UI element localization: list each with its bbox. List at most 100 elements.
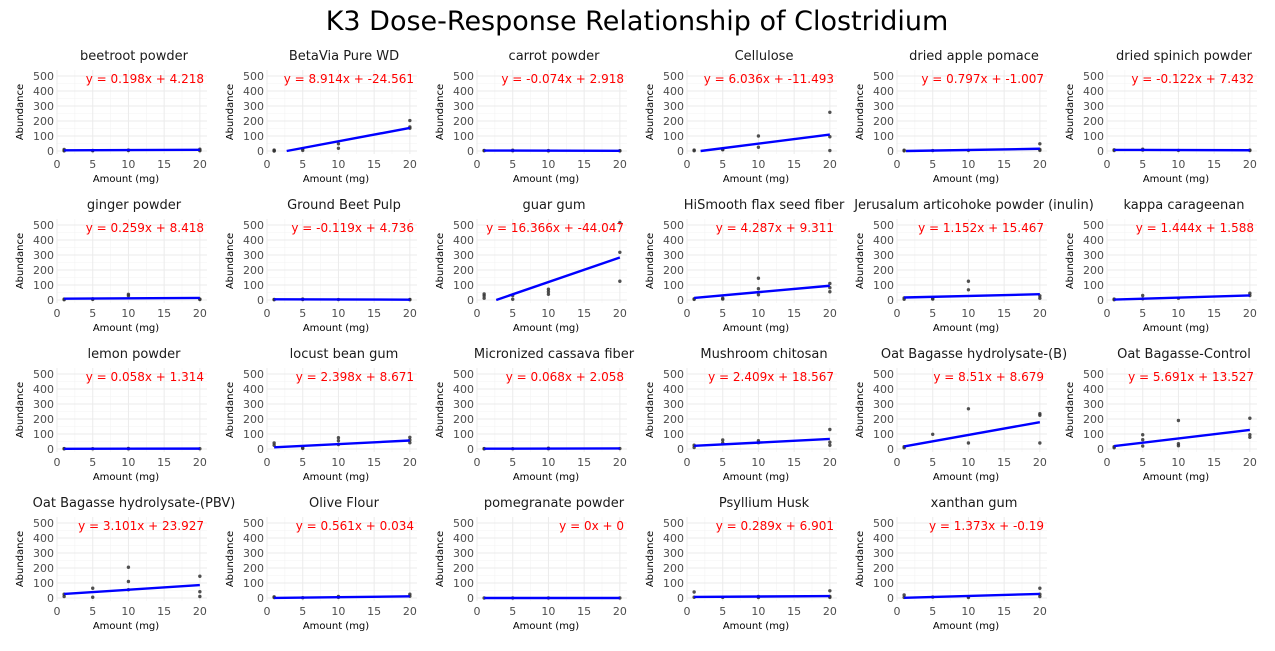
y-tick-label: 0 <box>257 294 264 307</box>
y-tick-label: 500 <box>663 517 684 530</box>
y-tick-label: 500 <box>453 70 474 83</box>
x-tick-label: 20 <box>1243 456 1257 469</box>
panel-title: pomegranate powder <box>484 496 625 511</box>
equation-label: y = 8.51x + 8.679 <box>933 370 1044 384</box>
y-tick-label: 0 <box>467 294 474 307</box>
y-tick-label: 200 <box>33 413 54 426</box>
y-tick-label: 400 <box>453 234 474 247</box>
y-tick-label: 500 <box>33 517 54 530</box>
y-tick-label: 100 <box>453 577 474 590</box>
y-tick-label: 500 <box>453 219 474 232</box>
x-tick-label: 15 <box>577 456 591 469</box>
data-point <box>828 149 831 152</box>
y-tick-label: 300 <box>33 398 54 411</box>
y-tick-label: 0 <box>257 443 264 456</box>
panel-title: Oat Bagasse-Control <box>1117 347 1251 362</box>
y-tick-label: 500 <box>873 368 894 381</box>
y-tick-label: 100 <box>243 428 264 441</box>
y-tick-label: 100 <box>663 577 684 590</box>
x-tick-label: 15 <box>997 605 1011 618</box>
data-point <box>482 292 485 295</box>
data-point <box>692 590 695 593</box>
y-tick-label: 300 <box>243 547 264 560</box>
x-tick-label: 10 <box>541 605 555 618</box>
x-tick-label: 10 <box>961 158 975 171</box>
y-tick-label: 200 <box>243 264 264 277</box>
y-axis-label: Abundance <box>435 84 446 140</box>
y-tick-label: 200 <box>453 413 474 426</box>
y-tick-label: 400 <box>663 85 684 98</box>
x-tick-label: 0 <box>54 307 61 320</box>
data-point <box>127 566 130 569</box>
y-tick-label: 400 <box>1083 234 1104 247</box>
x-tick-label: 20 <box>1243 307 1257 320</box>
y-tick-label: 500 <box>243 517 264 530</box>
y-tick-label: 500 <box>33 70 54 83</box>
panel-title: dried spinich powder <box>1116 49 1253 64</box>
panel-title: Jerusalum articohoke powder (inulin) <box>853 198 1094 213</box>
y-axis-label: Abundance <box>15 382 26 438</box>
data-point <box>547 293 550 296</box>
data-point <box>1141 294 1144 297</box>
y-tick-label: 100 <box>873 279 894 292</box>
x-tick-label: 0 <box>474 307 481 320</box>
x-tick-label: 0 <box>54 605 61 618</box>
y-tick-label: 100 <box>453 130 474 143</box>
y-tick-label: 100 <box>33 428 54 441</box>
y-tick-label: 200 <box>453 562 474 575</box>
data-point <box>828 290 831 293</box>
y-tick-label: 500 <box>1083 219 1104 232</box>
x-tick-label: 20 <box>403 456 417 469</box>
data-point <box>828 589 831 592</box>
x-tick-label: 10 <box>331 158 345 171</box>
data-point <box>301 447 304 450</box>
y-tick-label: 0 <box>257 145 264 158</box>
data-point <box>91 587 94 590</box>
panel-title: HiSmooth flax seed fiber <box>684 198 845 213</box>
data-point <box>757 287 760 290</box>
panel-title: Mushroom chitosan <box>700 347 827 362</box>
x-tick-label: 5 <box>89 605 96 618</box>
x-tick-label: 5 <box>719 307 726 320</box>
x-tick-label: 10 <box>751 307 765 320</box>
y-tick-label: 300 <box>1083 100 1104 113</box>
x-tick-label: 0 <box>1104 456 1111 469</box>
x-tick-label: 0 <box>684 456 691 469</box>
data-point <box>931 433 934 436</box>
y-tick-label: 100 <box>33 577 54 590</box>
equation-label: y = 6.036x + -11.493 <box>704 72 834 86</box>
x-tick-label: 5 <box>1139 307 1146 320</box>
x-tick-label: 15 <box>997 158 1011 171</box>
data-point <box>757 146 760 149</box>
equation-label: y = 0x + 0 <box>559 519 624 533</box>
x-tick-label: 10 <box>751 605 765 618</box>
y-tick-label: 400 <box>663 532 684 545</box>
y-tick-label: 400 <box>873 85 894 98</box>
y-axis-label: Abundance <box>1065 233 1076 289</box>
x-tick-label: 10 <box>121 158 135 171</box>
y-tick-label: 300 <box>453 100 474 113</box>
panel-title: kappa carageenan <box>1124 198 1245 213</box>
y-axis-label: Abundance <box>855 382 866 438</box>
y-tick-label: 500 <box>243 70 264 83</box>
y-tick-label: 100 <box>873 428 894 441</box>
equation-label: y = 2.409x + 18.567 <box>708 370 834 384</box>
y-tick-label: 200 <box>873 562 894 575</box>
x-axis-label: Amount (mg) <box>303 621 369 632</box>
x-tick-label: 5 <box>509 456 516 469</box>
y-tick-label: 0 <box>887 145 894 158</box>
data-point <box>1141 438 1144 441</box>
x-tick-label: 10 <box>331 307 345 320</box>
y-tick-label: 300 <box>663 398 684 411</box>
panel-title: beetroot powder <box>80 49 189 64</box>
x-tick-label: 20 <box>1033 605 1047 618</box>
x-axis-label: Amount (mg) <box>723 174 789 185</box>
regression-line <box>274 596 410 598</box>
x-tick-label: 15 <box>1207 307 1221 320</box>
